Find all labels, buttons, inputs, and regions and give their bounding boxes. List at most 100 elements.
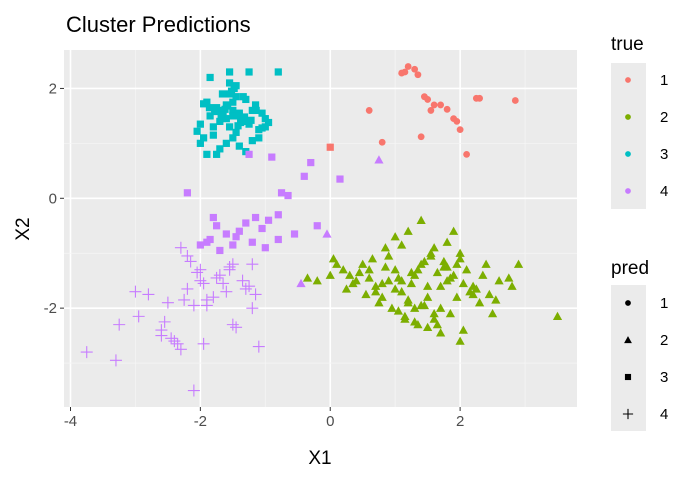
data-point-triangle <box>429 314 439 323</box>
data-point-triangle <box>439 256 449 266</box>
data-point-square <box>196 120 204 128</box>
data-point-plus <box>142 288 155 301</box>
data-point-plus <box>213 269 226 282</box>
legend-pred-label: 4 <box>660 406 668 423</box>
data-point-plus <box>113 318 126 331</box>
data-point-triangle <box>312 276 322 285</box>
data-point-triangle <box>358 259 368 268</box>
data-point-plus <box>161 296 174 309</box>
data-point-square <box>209 213 217 222</box>
data-point-plus <box>217 277 230 290</box>
data-point-triangle <box>377 278 387 288</box>
data-point-square <box>232 128 240 136</box>
data-point-triangle <box>361 289 371 299</box>
data-point-triangle <box>377 292 387 301</box>
data-point-square <box>255 134 263 142</box>
data-point-square <box>206 112 214 120</box>
data-point-square <box>211 107 219 116</box>
data-point-square <box>183 189 191 197</box>
data-point-square <box>248 238 256 246</box>
data-point-square <box>193 127 201 135</box>
data-point-plus <box>178 293 191 306</box>
data-point-circle <box>417 133 425 141</box>
grid-lines <box>64 50 577 407</box>
data-point-triangle <box>552 311 563 321</box>
data-point-triangle <box>423 281 433 290</box>
data-point-triangle <box>345 270 355 279</box>
data-point-plus <box>226 258 239 271</box>
data-point-triangle <box>474 298 485 307</box>
data-point-square <box>235 109 243 117</box>
data-point-triangle <box>364 265 374 274</box>
chart-title: Cluster Predictions <box>66 12 251 37</box>
data-point-square <box>313 222 321 230</box>
legend-true-label: 2 <box>660 109 668 126</box>
data-point-square <box>229 98 237 106</box>
data-point-plus <box>220 285 233 298</box>
data-point-triangle <box>380 262 391 271</box>
data-point-square <box>261 115 269 123</box>
data-point-triangle <box>371 287 381 296</box>
data-point-square <box>336 175 344 183</box>
legend-pred-label: 2 <box>660 332 668 349</box>
data-point-plus <box>158 315 171 328</box>
legend-pred-label: 3 <box>660 369 668 386</box>
legend-pred: pred 1 2 3 4 <box>611 258 668 431</box>
data-point-square <box>196 241 204 249</box>
data-point-triangle <box>423 292 433 301</box>
x-axis: -4 -2 0 2 <box>64 407 464 430</box>
data-point-plus <box>246 302 259 315</box>
data-point-square <box>203 150 211 158</box>
data-point-plus <box>246 258 259 271</box>
legend-true-label: 3 <box>660 146 668 163</box>
data-point-triangle <box>390 284 400 293</box>
data-point-plus <box>243 280 256 293</box>
y-tick-label: -2 <box>44 300 57 317</box>
data-point-plus <box>187 299 200 312</box>
data-point-triangle <box>413 320 423 329</box>
data-point-square <box>247 116 255 124</box>
data-point-plus <box>197 337 210 350</box>
data-point-square <box>216 246 224 255</box>
data-point-triangle <box>458 278 468 288</box>
y-tick-label: 2 <box>49 80 57 97</box>
data-point-plus <box>207 291 220 304</box>
data-point-triangle <box>468 289 478 299</box>
legend-true-title: true <box>611 34 644 55</box>
data-point-triangle <box>328 254 339 263</box>
data-point-triangle <box>390 265 400 274</box>
data-point-triangle <box>429 309 439 318</box>
data-point-triangle <box>364 273 374 282</box>
data-point-triangle <box>338 265 348 274</box>
data-point-square <box>222 115 230 123</box>
data-point-circle <box>398 69 406 77</box>
data-point-square <box>232 93 240 101</box>
data-point-plus <box>174 241 187 254</box>
data-point-triangle <box>413 265 423 274</box>
data-point-triangle <box>384 276 394 285</box>
data-point-triangle <box>436 281 446 290</box>
data-point-square <box>234 122 242 130</box>
legend-pred-key <box>625 300 631 306</box>
data-point-triangle <box>384 251 394 260</box>
legend-true-label: 4 <box>660 183 668 200</box>
data-point-triangle <box>423 322 433 332</box>
data-point-triangle <box>481 259 491 268</box>
legend-true-key <box>625 188 631 194</box>
data-point-circle <box>430 101 438 109</box>
data-point-triangle <box>449 226 459 235</box>
data-point-triangle <box>445 309 455 318</box>
data-point-triangle <box>348 278 358 288</box>
data-point-square <box>206 73 214 82</box>
data-point-square <box>222 139 230 147</box>
data-point-square <box>200 134 208 142</box>
data-point-square <box>224 102 232 110</box>
data-point-triangle <box>471 284 481 293</box>
data-point-square <box>274 235 282 244</box>
data-point-square <box>251 213 260 222</box>
legend-pred-label: 1 <box>660 295 668 312</box>
data-point-triangle <box>403 226 413 235</box>
data-point-triangle <box>442 262 452 271</box>
data-point-triangle <box>491 295 501 304</box>
data-point-circle <box>453 118 461 125</box>
